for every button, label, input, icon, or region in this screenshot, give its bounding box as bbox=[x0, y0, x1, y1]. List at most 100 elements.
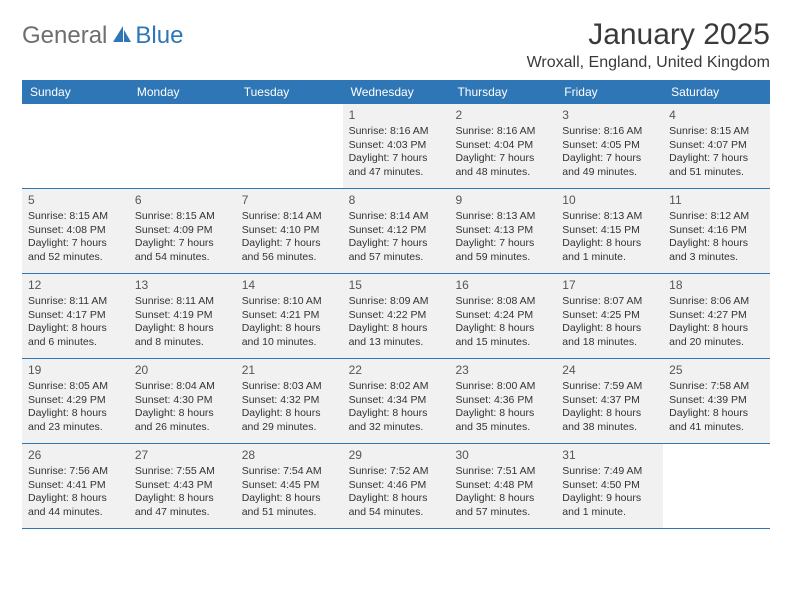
day-daylight2: and 8 minutes. bbox=[135, 336, 230, 349]
day-cell: 21 Sunrise: 8:03 AMSunset: 4:32 PMDayligh… bbox=[236, 359, 343, 443]
day-number: 12 bbox=[28, 278, 123, 293]
weekday-header: Monday bbox=[129, 80, 236, 104]
day-number: 11 bbox=[669, 193, 764, 208]
day-daylight1: Daylight: 8 hours bbox=[455, 492, 550, 505]
day-number: 18 bbox=[669, 278, 764, 293]
day-daylight1: Daylight: 8 hours bbox=[562, 407, 657, 420]
day-cell: 3Sunrise: 8:16 AMSunset: 4:05 PMDaylight… bbox=[556, 104, 663, 188]
day-daylight1: Daylight: 7 hours bbox=[135, 237, 230, 250]
day-daylight2: and 1 minute. bbox=[562, 251, 657, 264]
day-daylight1: Daylight: 8 hours bbox=[242, 492, 337, 505]
day-daylight2: and 44 minutes. bbox=[28, 506, 123, 519]
day-daylight1: Daylight: 7 hours bbox=[349, 152, 444, 165]
day-sunset: Sunset: 4:30 PM bbox=[135, 394, 230, 407]
day-sunrise: Sunrise: 8:02 AM bbox=[349, 380, 444, 393]
day-daylight1: Daylight: 8 hours bbox=[28, 407, 123, 420]
week-row: 19Sunrise: 8:05 AMSunset: 4:29 PMDayligh… bbox=[22, 359, 770, 444]
calendar-page: General Blue January 2025 Wroxall, Engla… bbox=[0, 0, 792, 612]
day-daylight2: and 49 minutes. bbox=[562, 166, 657, 179]
day-sunrise: Sunrise: 8:07 AM bbox=[562, 295, 657, 308]
day-number: 14 bbox=[242, 278, 337, 293]
day-cell: 20Sunrise: 8:04 AMSunset: 4:30 PMDayligh… bbox=[129, 359, 236, 443]
day-number: 15 bbox=[349, 278, 444, 293]
day-sunset: Sunset: 4:21 PM bbox=[242, 309, 337, 322]
day-sunset: Sunset: 4:19 PM bbox=[135, 309, 230, 322]
day-number: 17 bbox=[562, 278, 657, 293]
day-sunset: Sunset: 4:12 PM bbox=[349, 224, 444, 237]
day-cell: 26Sunrise: 7:56 AMSunset: 4:41 PMDayligh… bbox=[22, 444, 129, 528]
day-daylight2: and 38 minutes. bbox=[562, 421, 657, 434]
day-sunset: Sunset: 4:07 PM bbox=[669, 139, 764, 152]
day-daylight1: Daylight: 8 hours bbox=[242, 322, 337, 335]
day-cell: 8Sunrise: 8:14 AMSunset: 4:12 PMDaylight… bbox=[343, 189, 450, 273]
day-daylight1: Daylight: 8 hours bbox=[455, 322, 550, 335]
day-number: 21 bbox=[242, 363, 337, 378]
day-cell: 15Sunrise: 8:09 AMSunset: 4:22 PMDayligh… bbox=[343, 274, 450, 358]
day-daylight1: Daylight: 9 hours bbox=[562, 492, 657, 505]
day-daylight2: and 20 minutes. bbox=[669, 336, 764, 349]
day-number: 23 bbox=[455, 363, 550, 378]
day-sunset: Sunset: 4:05 PM bbox=[562, 139, 657, 152]
day-cell: 28Sunrise: 7:54 AMSunset: 4:45 PMDayligh… bbox=[236, 444, 343, 528]
weeks-container: 1Sunrise: 8:16 AMSunset: 4:03 PMDaylight… bbox=[22, 104, 770, 529]
weekday-header: Sunday bbox=[22, 80, 129, 104]
day-daylight2: and 54 minutes. bbox=[135, 251, 230, 264]
location-subtitle: Wroxall, England, United Kingdom bbox=[527, 54, 770, 72]
day-sunset: Sunset: 4:46 PM bbox=[349, 479, 444, 492]
day-daylight1: Daylight: 8 hours bbox=[135, 492, 230, 505]
day-cell: 10Sunrise: 8:13 AMSunset: 4:15 PMDayligh… bbox=[556, 189, 663, 273]
day-sunrise: Sunrise: 8:03 AM bbox=[242, 380, 337, 393]
day-number: 19 bbox=[28, 363, 123, 378]
day-sunset: Sunset: 4:24 PM bbox=[455, 309, 550, 322]
day-daylight1: Daylight: 8 hours bbox=[562, 237, 657, 250]
day-daylight1: Daylight: 7 hours bbox=[455, 237, 550, 250]
day-number: 29 bbox=[349, 448, 444, 463]
day-sunset: Sunset: 4:50 PM bbox=[562, 479, 657, 492]
day-daylight1: Daylight: 8 hours bbox=[669, 407, 764, 420]
day-sunset: Sunset: 4:48 PM bbox=[455, 479, 550, 492]
day-cell: 29Sunrise: 7:52 AMSunset: 4:46 PMDayligh… bbox=[343, 444, 450, 528]
day-cell: 13Sunrise: 8:11 AMSunset: 4:19 PMDayligh… bbox=[129, 274, 236, 358]
weekday-header: Tuesday bbox=[236, 80, 343, 104]
day-number: 20 bbox=[135, 363, 230, 378]
day-sunset: Sunset: 4:04 PM bbox=[455, 139, 550, 152]
day-daylight1: Daylight: 8 hours bbox=[242, 407, 337, 420]
day-daylight1: Daylight: 8 hours bbox=[349, 322, 444, 335]
weekday-header-row: Sunday Monday Tuesday Wednesday Thursday… bbox=[22, 80, 770, 104]
day-daylight2: and 3 minutes. bbox=[669, 251, 764, 264]
day-sunset: Sunset: 4:32 PM bbox=[242, 394, 337, 407]
day-cell: 6Sunrise: 8:15 AMSunset: 4:09 PMDaylight… bbox=[129, 189, 236, 273]
day-cell: 25Sunrise: 7:58 AMSunset: 4:39 PMDayligh… bbox=[663, 359, 770, 443]
day-sunrise: Sunrise: 7:54 AM bbox=[242, 465, 337, 478]
day-daylight1: Daylight: 8 hours bbox=[349, 492, 444, 505]
day-sunrise: Sunrise: 8:06 AM bbox=[669, 295, 764, 308]
day-sunrise: Sunrise: 8:13 AM bbox=[562, 210, 657, 223]
day-sunrise: Sunrise: 8:09 AM bbox=[349, 295, 444, 308]
day-number: 22 bbox=[349, 363, 444, 378]
day-number: 26 bbox=[28, 448, 123, 463]
day-daylight2: and 23 minutes. bbox=[28, 421, 123, 434]
title-block: January 2025 Wroxall, England, United Ki… bbox=[527, 18, 770, 72]
day-cell: 19Sunrise: 8:05 AMSunset: 4:29 PMDayligh… bbox=[22, 359, 129, 443]
day-daylight2: and 57 minutes. bbox=[455, 506, 550, 519]
day-sunrise: Sunrise: 8:10 AM bbox=[242, 295, 337, 308]
calendar-table: Sunday Monday Tuesday Wednesday Thursday… bbox=[22, 80, 770, 529]
day-sunrise: Sunrise: 8:16 AM bbox=[562, 125, 657, 138]
day-sunrise: Sunrise: 7:51 AM bbox=[455, 465, 550, 478]
day-number: 28 bbox=[242, 448, 337, 463]
day-sunset: Sunset: 4:37 PM bbox=[562, 394, 657, 407]
day-daylight1: Daylight: 8 hours bbox=[135, 322, 230, 335]
day-cell: 11Sunrise: 8:12 AMSunset: 4:16 PMDayligh… bbox=[663, 189, 770, 273]
day-daylight2: and 35 minutes. bbox=[455, 421, 550, 434]
day-sunrise: Sunrise: 8:11 AM bbox=[28, 295, 123, 308]
day-daylight2: and 56 minutes. bbox=[242, 251, 337, 264]
day-cell: 14 Sunrise: 8:10 AMSunset: 4:21 PMDayligh… bbox=[236, 274, 343, 358]
day-number: 5 bbox=[28, 193, 123, 208]
day-daylight2: and 10 minutes. bbox=[242, 336, 337, 349]
day-sunset: Sunset: 4:10 PM bbox=[242, 224, 337, 237]
day-cell: 7Sunrise: 8:14 AMSunset: 4:10 PMDaylight… bbox=[236, 189, 343, 273]
day-daylight2: and 41 minutes. bbox=[669, 421, 764, 434]
day-sunset: Sunset: 4:25 PM bbox=[562, 309, 657, 322]
day-sunrise: Sunrise: 8:05 AM bbox=[28, 380, 123, 393]
day-sunset: Sunset: 4:27 PM bbox=[669, 309, 764, 322]
